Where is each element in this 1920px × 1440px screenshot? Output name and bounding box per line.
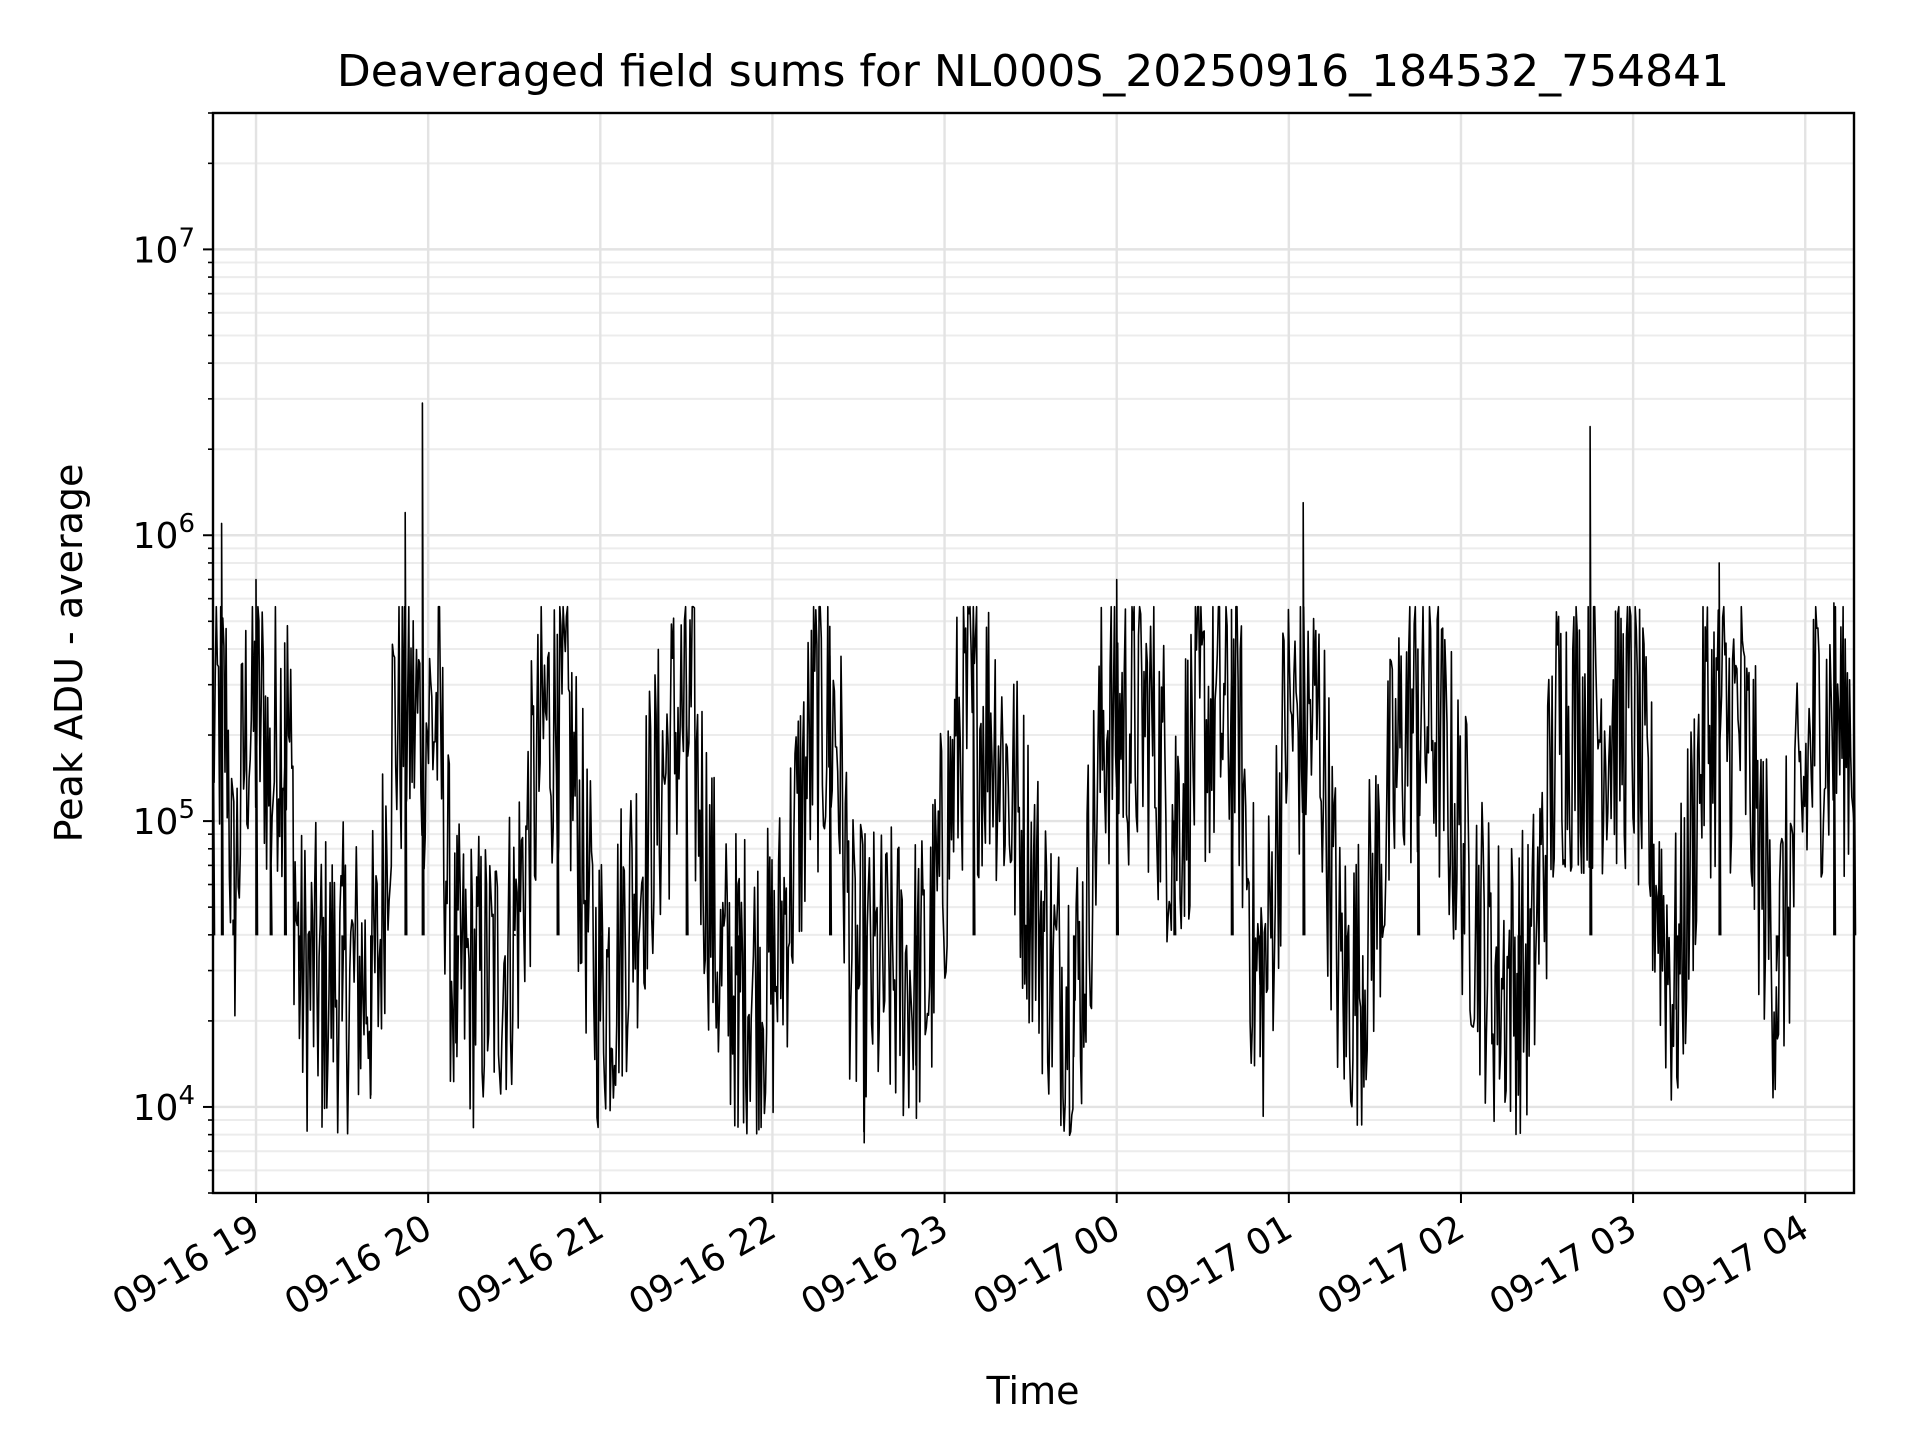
chart-title: Deaveraged field sums for NL000S_2025091… (337, 46, 1729, 97)
y-tick-label: 106 (133, 509, 195, 557)
y-axis-label: Peak ADU - average (47, 464, 91, 843)
y-tick-label: 104 (133, 1081, 195, 1129)
y-tick-label: 105 (133, 795, 195, 843)
y-tick-label: 107 (133, 223, 195, 271)
x-axis-label: Time (986, 1369, 1080, 1413)
plot-frame (211, 111, 1856, 1195)
plot-area (212, 402, 1857, 1144)
y-axis: 104 105 106 107 (133, 112, 213, 1194)
series-line (212, 402, 1857, 1144)
